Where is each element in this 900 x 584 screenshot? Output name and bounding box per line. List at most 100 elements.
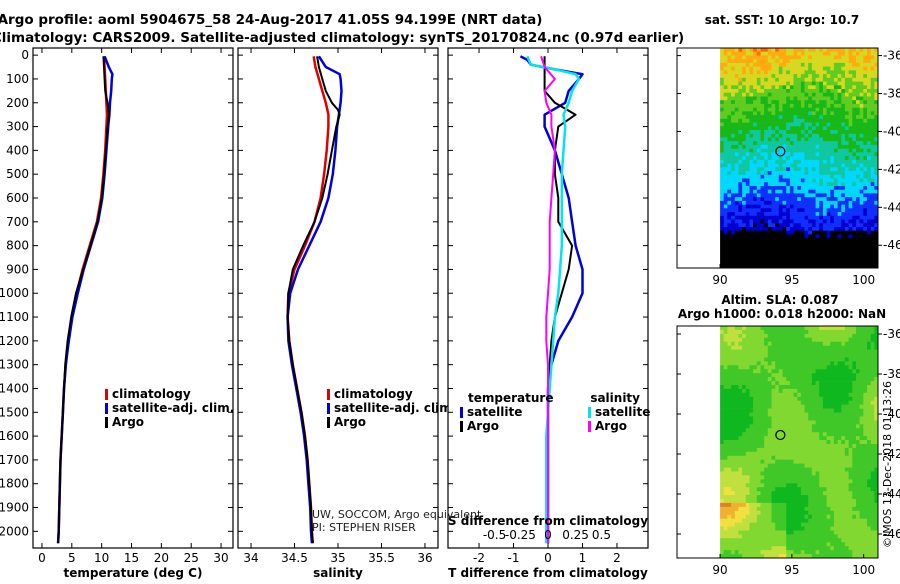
sla-map-cell: [772, 365, 776, 369]
sst-map-cell: [871, 156, 875, 160]
sla-map-cell: [845, 448, 849, 452]
sla-map-cell: [735, 456, 739, 460]
sst-map-cell: [863, 238, 867, 242]
sst-map-cell: [761, 253, 765, 257]
sla-map-cell: [779, 338, 783, 342]
sst-map-cell: [852, 208, 856, 212]
sla-map-cell: [738, 354, 742, 358]
sla-map-cell: [768, 381, 772, 385]
sst-map-cell: [856, 141, 860, 145]
sla-map-cell: [738, 413, 742, 417]
sla-map-cell: [775, 479, 779, 483]
sla-map-cell: [746, 511, 750, 515]
sla-map-cell: [720, 475, 724, 479]
sla-map-cell: [856, 483, 860, 487]
sst-map-cell: [790, 104, 794, 108]
sst-map-cell: [827, 171, 831, 175]
sla-map-cell: [735, 452, 739, 456]
sla-map-cell: [783, 416, 787, 420]
sla-map-cell: [801, 472, 805, 476]
sla-map-cell: [841, 358, 845, 362]
sst-map-cell: [823, 141, 827, 145]
sla-map-cell: [724, 424, 728, 428]
sst-map-cell: [735, 111, 739, 115]
sst-map-cell: [867, 253, 871, 257]
sst-map-cell: [841, 70, 845, 74]
sla-map-cell: [794, 475, 798, 479]
sst-map-cell: [783, 227, 787, 231]
sst-map-cells: [720, 48, 878, 268]
sst-map-cell: [746, 205, 750, 209]
sst-map-cell: [860, 149, 864, 153]
sst-map-cell: [816, 156, 820, 160]
sst-map-cell: [812, 89, 816, 93]
sla-map-cell: [761, 444, 765, 448]
sla-map-cell: [731, 354, 735, 358]
sst-map-cell: [871, 100, 875, 104]
sst-map-cell: [753, 257, 757, 261]
sst-map-cell: [772, 223, 776, 227]
depth-tick-label: 700: [6, 215, 29, 229]
sst-map-cell: [805, 156, 809, 160]
sst-map-cell: [801, 261, 805, 265]
sla-map-cell: [768, 369, 772, 373]
sla-map-cell: [816, 342, 820, 346]
sla-map-cell: [757, 354, 761, 358]
sla-map-cell: [783, 511, 787, 515]
sst-map-cell: [731, 59, 735, 63]
sst-map-cell: [794, 130, 798, 134]
sla-map-cell: [750, 487, 754, 491]
sla-map-cell: [775, 401, 779, 405]
sla-map-cell: [757, 369, 761, 373]
sla-map-cell: [845, 365, 849, 369]
sla-map-cell: [764, 448, 768, 452]
sla-map-cell: [746, 495, 750, 499]
sla-map-cell: [819, 369, 823, 373]
sst-map-cell: [794, 234, 798, 238]
sst-map-cell: [852, 123, 856, 127]
sst-map-cell: [863, 85, 867, 89]
sla-map-cell: [746, 416, 750, 420]
sst-map-cell: [805, 97, 809, 101]
sla-map-cell: [856, 428, 860, 432]
sla-map-cell: [757, 330, 761, 334]
sst-map-cell: [786, 74, 790, 78]
sla-map-cell: [830, 515, 834, 519]
sla-map-cell: [720, 365, 724, 369]
sst-map-cell: [720, 179, 724, 183]
sst-map-cell: [768, 115, 772, 119]
sst-map-cell: [841, 149, 845, 153]
sst-map-cell: [779, 115, 783, 119]
sla-map-cell: [727, 358, 731, 362]
sla-map-cell: [727, 432, 731, 436]
sst-map-cell: [720, 261, 724, 265]
sla-map-cell: [834, 354, 838, 358]
sst-map-cell: [823, 111, 827, 115]
sla-map-cell: [738, 491, 742, 495]
sla-map-cell: [738, 448, 742, 452]
sst-map-cell: [856, 205, 860, 209]
sst-map-cell: [860, 246, 864, 250]
sst-map-cell: [830, 119, 834, 123]
sst-map-cell: [775, 70, 779, 74]
sla-map-cell: [816, 369, 820, 373]
sla-map-cell: [871, 460, 875, 464]
sla-map-cell: [746, 420, 750, 424]
sst-map-cell: [775, 212, 779, 216]
sla-map-cell: [738, 385, 742, 389]
sst-map-cell: [761, 216, 765, 220]
sla-map-cell: [735, 440, 739, 444]
sst-map-cell: [742, 59, 746, 63]
sst-map-cell: [772, 93, 776, 97]
sla-map-cell: [750, 503, 754, 507]
sst-map-cell: [727, 190, 731, 194]
sla-map-cell: [750, 523, 754, 527]
sst-map-cell: [867, 100, 871, 104]
sla-map-cell: [812, 479, 816, 483]
sla-map-cell: [794, 483, 798, 487]
sst-map-cell: [863, 63, 867, 67]
sst-map-cell: [761, 167, 765, 171]
sst-map-cell: [860, 82, 864, 86]
sla-map-cell: [830, 401, 834, 405]
sla-map-cell: [794, 330, 798, 334]
